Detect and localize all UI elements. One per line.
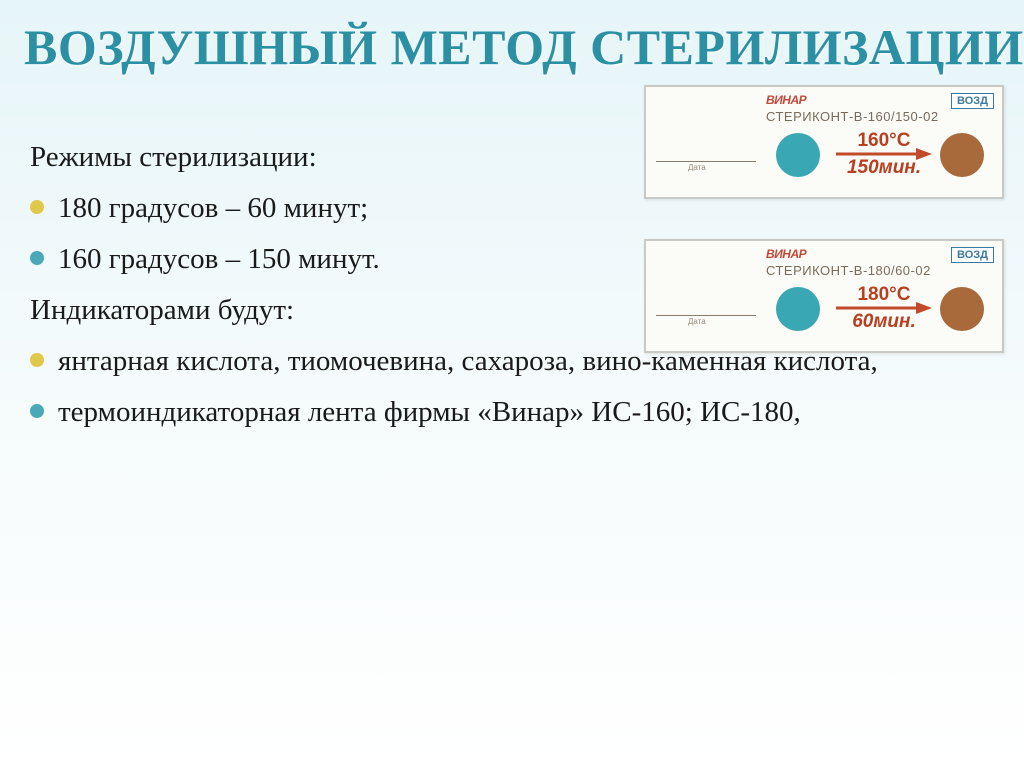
dot-before-icon (776, 133, 820, 177)
bullet-icon (30, 251, 44, 265)
strip-badge: ВОЗД (951, 247, 994, 263)
bullet-icon (30, 404, 44, 418)
dot-after-icon (940, 133, 984, 177)
date-label: Дата (688, 317, 706, 326)
date-line (656, 315, 756, 316)
indicator-images: ВОЗД ВИНАР СТЕРИКОНТ-В-160/150-02 Дата 1… (644, 85, 1004, 393)
slide-title: ВОЗДУШНЫЙ МЕТОД СТЕРИЛИЗАЦИИ (0, 0, 1024, 85)
dot-before-icon (776, 287, 820, 331)
time-label: 60мин. (834, 312, 934, 331)
bullet-icon (30, 353, 44, 367)
time-label: 150мин. (834, 158, 934, 177)
strip-model: СТЕРИКОНТ-В-160/150-02 (766, 109, 939, 124)
list-item: термоиндикаторная лента фирмы «Винар» ИС… (30, 390, 1004, 435)
dot-after-icon (940, 287, 984, 331)
bullet-icon (30, 200, 44, 214)
strip-model: СТЕРИКОНТ-В-180/60-02 (766, 263, 931, 278)
indicator-strip-160: ВОЗД ВИНАР СТЕРИКОНТ-В-160/150-02 Дата 1… (644, 85, 1004, 199)
date-label: Дата (688, 163, 706, 172)
arrow-block: 180°C 60мин. (834, 285, 934, 331)
date-line (656, 161, 756, 162)
arrow-block: 160°C 150мин. (834, 131, 934, 177)
strip-badge: ВОЗД (951, 93, 994, 109)
strip-brand: ВИНАР (766, 93, 806, 107)
list-item-text: термоиндикаторная лента фирмы «Винар» ИС… (58, 390, 1004, 435)
indicator-strip-180: ВОЗД ВИНАР СТЕРИКОНТ-В-180/60-02 Дата 18… (644, 239, 1004, 353)
strip-brand: ВИНАР (766, 247, 806, 261)
